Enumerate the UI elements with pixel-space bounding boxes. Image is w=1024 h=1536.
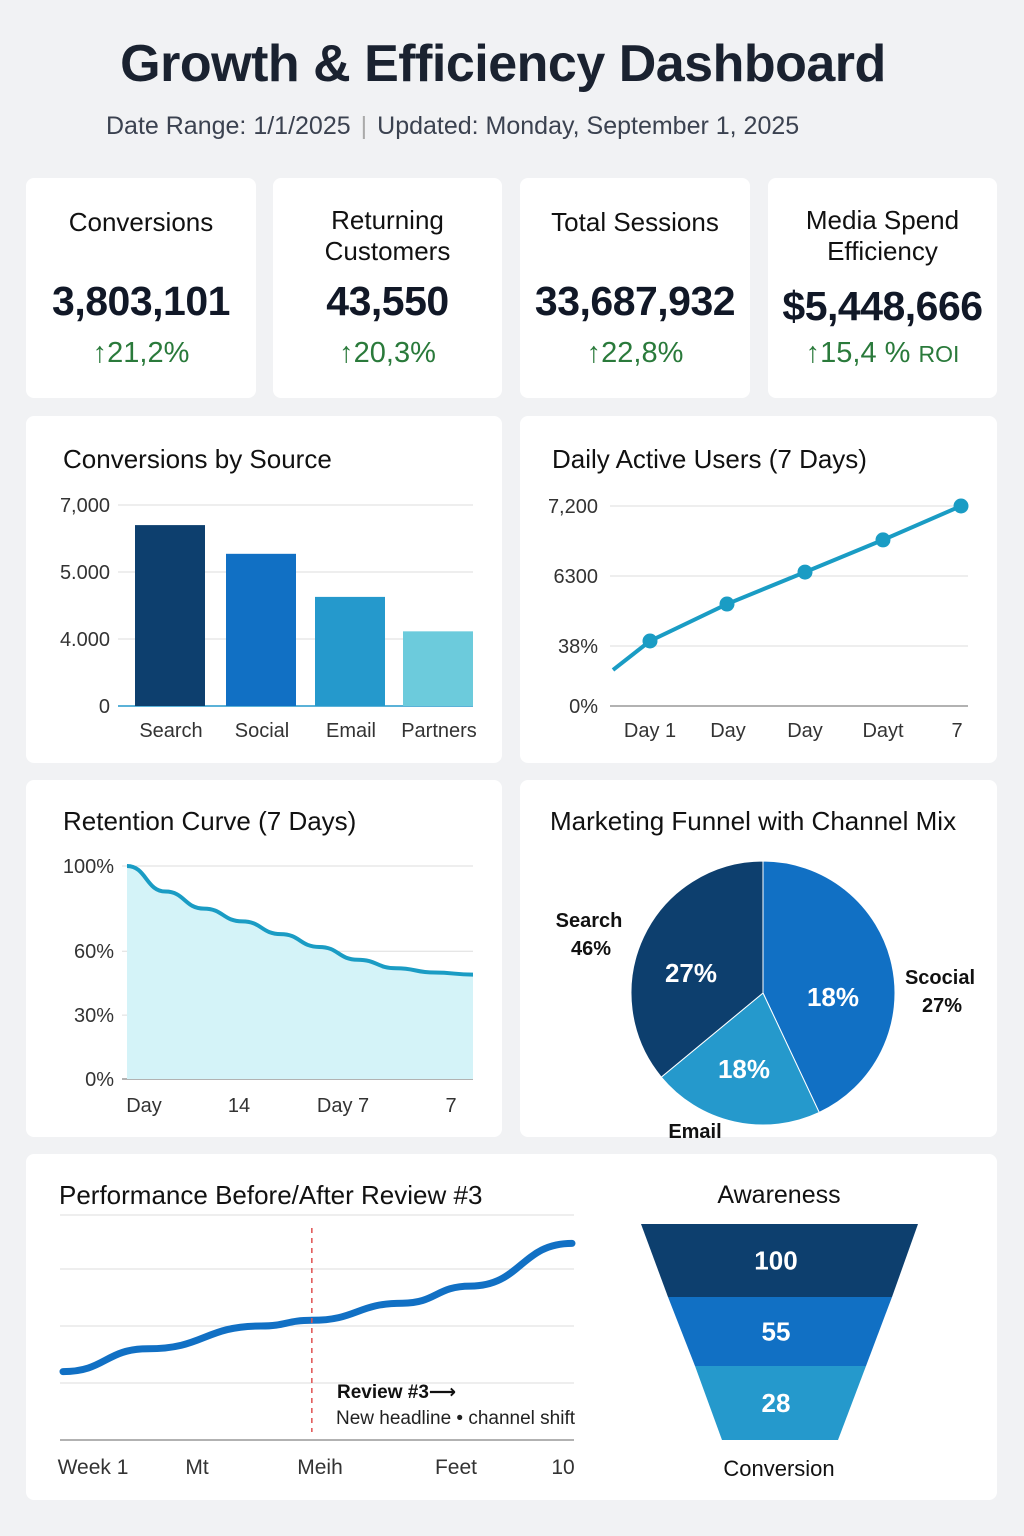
- funnel-stage: [641, 1224, 918, 1297]
- x-tick-label: Social: [235, 720, 289, 742]
- bar-partners: [403, 631, 473, 706]
- performance-line: [59, 1239, 576, 1376]
- slice-name: Search: [556, 910, 623, 932]
- page-title: Growth & Efficiency Dashboard: [120, 35, 886, 93]
- y-tick-label: 60%: [74, 941, 114, 963]
- x-tick-label: Day 1: [624, 720, 676, 742]
- y-tick-label: 0%: [569, 696, 598, 718]
- kpi-delta: ↑21,2%: [92, 337, 190, 369]
- pie-slice-search: [630, 860, 764, 1078]
- chart-title: Daily Active Users (7 Days): [552, 444, 867, 474]
- kpi-card: Total Sessions 33,687,932 ↑22,8%: [520, 178, 750, 398]
- chart-title: Retention Curve (7 Days): [63, 806, 357, 836]
- y-tick-label: 7,000: [60, 495, 110, 517]
- chart-title: Marketing Funnel with Channel Mix: [550, 806, 957, 836]
- x-tick-label: Mt: [185, 1456, 208, 1479]
- funnel-stage: [668, 1297, 892, 1366]
- x-tick-label: Day: [126, 1095, 162, 1117]
- slice-name: Email: [668, 1121, 721, 1143]
- y-tick-label: 0%: [85, 1069, 114, 1091]
- kpi-card: Returning Customers 43,550 ↑20,3%: [273, 178, 502, 398]
- subtitle: Date Range: 1/1/2025 | Updated: Monday, Se…: [106, 112, 800, 140]
- y-tick-label: 30%: [74, 1005, 114, 1027]
- kpi-card: Conversions 3,803,101 ↑21,2%: [26, 178, 256, 398]
- chart-title: Performance Before/After Review #3: [59, 1180, 483, 1210]
- slice-label: 27%: [665, 958, 717, 988]
- y-tick-label: 5.000: [60, 562, 110, 584]
- kpi-delta: ↑15,4 % ROI: [805, 337, 960, 369]
- x-tick-label: 14: [228, 1095, 250, 1117]
- kpi-title: Conversions: [68, 207, 214, 237]
- arrow-up-icon: ↑: [339, 337, 354, 369]
- y-tick-label: 6300: [554, 566, 599, 588]
- y-tick-label: 100%: [63, 856, 114, 878]
- x-tick-label: Partners: [401, 720, 477, 742]
- arrow-up-icon: ↑: [805, 337, 821, 369]
- slice-value: 27%: [922, 995, 962, 1017]
- data-point: [953, 498, 969, 514]
- slice-label: 18%: [807, 982, 859, 1012]
- slice-label: 18%: [718, 1054, 770, 1084]
- retention-line: [126, 864, 474, 977]
- x-tick-label: Day: [787, 720, 823, 742]
- slice-value: 46%: [571, 938, 611, 960]
- slice-name: Scocial: [905, 967, 975, 989]
- arrow-up-icon: ↑: [92, 337, 108, 369]
- x-tick-label: Feet: [435, 1456, 477, 1479]
- bar-social: [226, 553, 296, 706]
- annotation-label: Review #3⟶: [337, 1382, 456, 1403]
- pie-slice-email: [660, 992, 820, 1126]
- y-tick-label: 7,200: [548, 496, 598, 518]
- kpi-delta: ↑22,8%: [586, 337, 684, 369]
- funnel-value: 55: [762, 1317, 791, 1347]
- bar-email: [315, 596, 385, 706]
- funnel-top-label: Awareness: [717, 1181, 840, 1209]
- chart-title: Conversions by Source: [63, 444, 332, 474]
- kpi-value: 33,687,932: [534, 278, 736, 324]
- bar-search: [135, 525, 205, 706]
- date-range: Date Range: 1/1/2025: [106, 112, 351, 140]
- data-point: [875, 532, 891, 548]
- annotation-note: New headline • channel shift: [336, 1408, 576, 1429]
- x-tick-label: 7: [951, 720, 962, 742]
- y-tick-label: 0: [99, 696, 110, 718]
- funnel-value: 100: [754, 1246, 797, 1276]
- kpi-value: $5,448,666: [782, 283, 983, 329]
- y-tick-label: 38%: [558, 636, 598, 658]
- dau-line: [611, 504, 962, 672]
- x-tick-label: Email: [326, 720, 376, 742]
- funnel-value: 28: [762, 1388, 791, 1418]
- funnel-bottom-label: Conversion: [723, 1456, 834, 1481]
- data-point: [642, 633, 658, 649]
- arrow-up-icon: ↑: [586, 337, 602, 369]
- kpi-delta: ↑20,3%: [339, 337, 436, 369]
- kpi-title: Total Sessions: [551, 207, 719, 237]
- kpi-title: Returning Customers: [324, 205, 451, 266]
- pie-slice-social: [762, 860, 896, 1114]
- x-tick-label: Day: [710, 720, 746, 742]
- kpi-title: Media Spend Efficiency: [805, 205, 960, 266]
- y-tick-label: 4.000: [60, 629, 110, 651]
- updated-date: Updated: Monday, September 1, 2025: [377, 112, 800, 140]
- retention-area: [127, 866, 473, 1079]
- data-point: [797, 564, 813, 580]
- kpi-value: 43,550: [326, 278, 449, 324]
- funnel-stage: [695, 1366, 866, 1440]
- x-tick-label: Search: [139, 720, 202, 742]
- x-tick-label: Week 1: [58, 1456, 129, 1479]
- dau-chart-card: Daily Active Users (7 Days): [520, 416, 997, 763]
- kpi-value: 3,803,101: [52, 278, 230, 324]
- x-tick-label: Day 7: [317, 1095, 369, 1117]
- kpi-card: Media Spend Efficiency $5,448,666 ↑15,4 %…: [768, 178, 997, 398]
- x-tick-label: Meih: [297, 1456, 343, 1479]
- x-tick-label: 10: [551, 1456, 574, 1479]
- x-tick-label: Dayt: [862, 720, 904, 742]
- data-point: [719, 596, 735, 612]
- x-tick-label: 7: [445, 1095, 456, 1117]
